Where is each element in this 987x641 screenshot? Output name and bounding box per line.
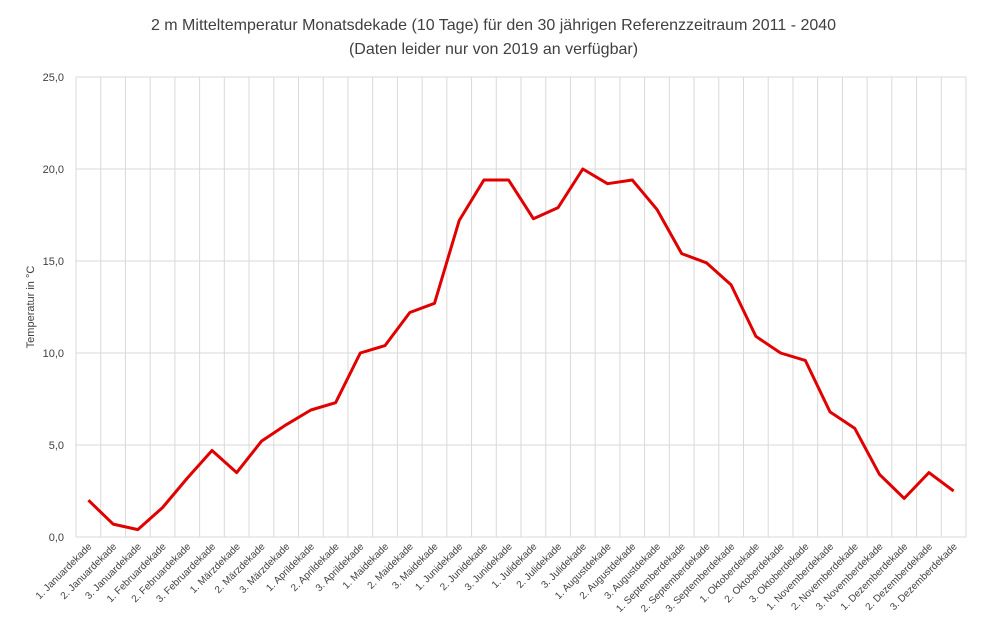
y-tick-label: 0,0 <box>49 532 64 544</box>
chart-subtitle: (Daten leider nur von 2019 an verfügbar) <box>348 41 639 58</box>
series-line <box>87 167 955 532</box>
chart-title: 2 m Mitteltemperatur Monatsdekade (10 Ta… <box>150 17 837 34</box>
y-axis-label: Temperatur in °C <box>25 266 37 349</box>
y-tick-label: 15,0 <box>43 256 64 268</box>
series-layer <box>87 167 955 532</box>
grid-layer <box>75 76 967 538</box>
y-tick-label: 10,0 <box>43 348 64 360</box>
y-tick-label: 25,0 <box>43 72 64 84</box>
y-tick-label: 5,0 <box>49 440 64 452</box>
y-tick-label: 20,0 <box>43 164 64 176</box>
y-tick-labels: 0,0 5,0 10,0 15,0 20,0 25,0 <box>43 72 64 544</box>
